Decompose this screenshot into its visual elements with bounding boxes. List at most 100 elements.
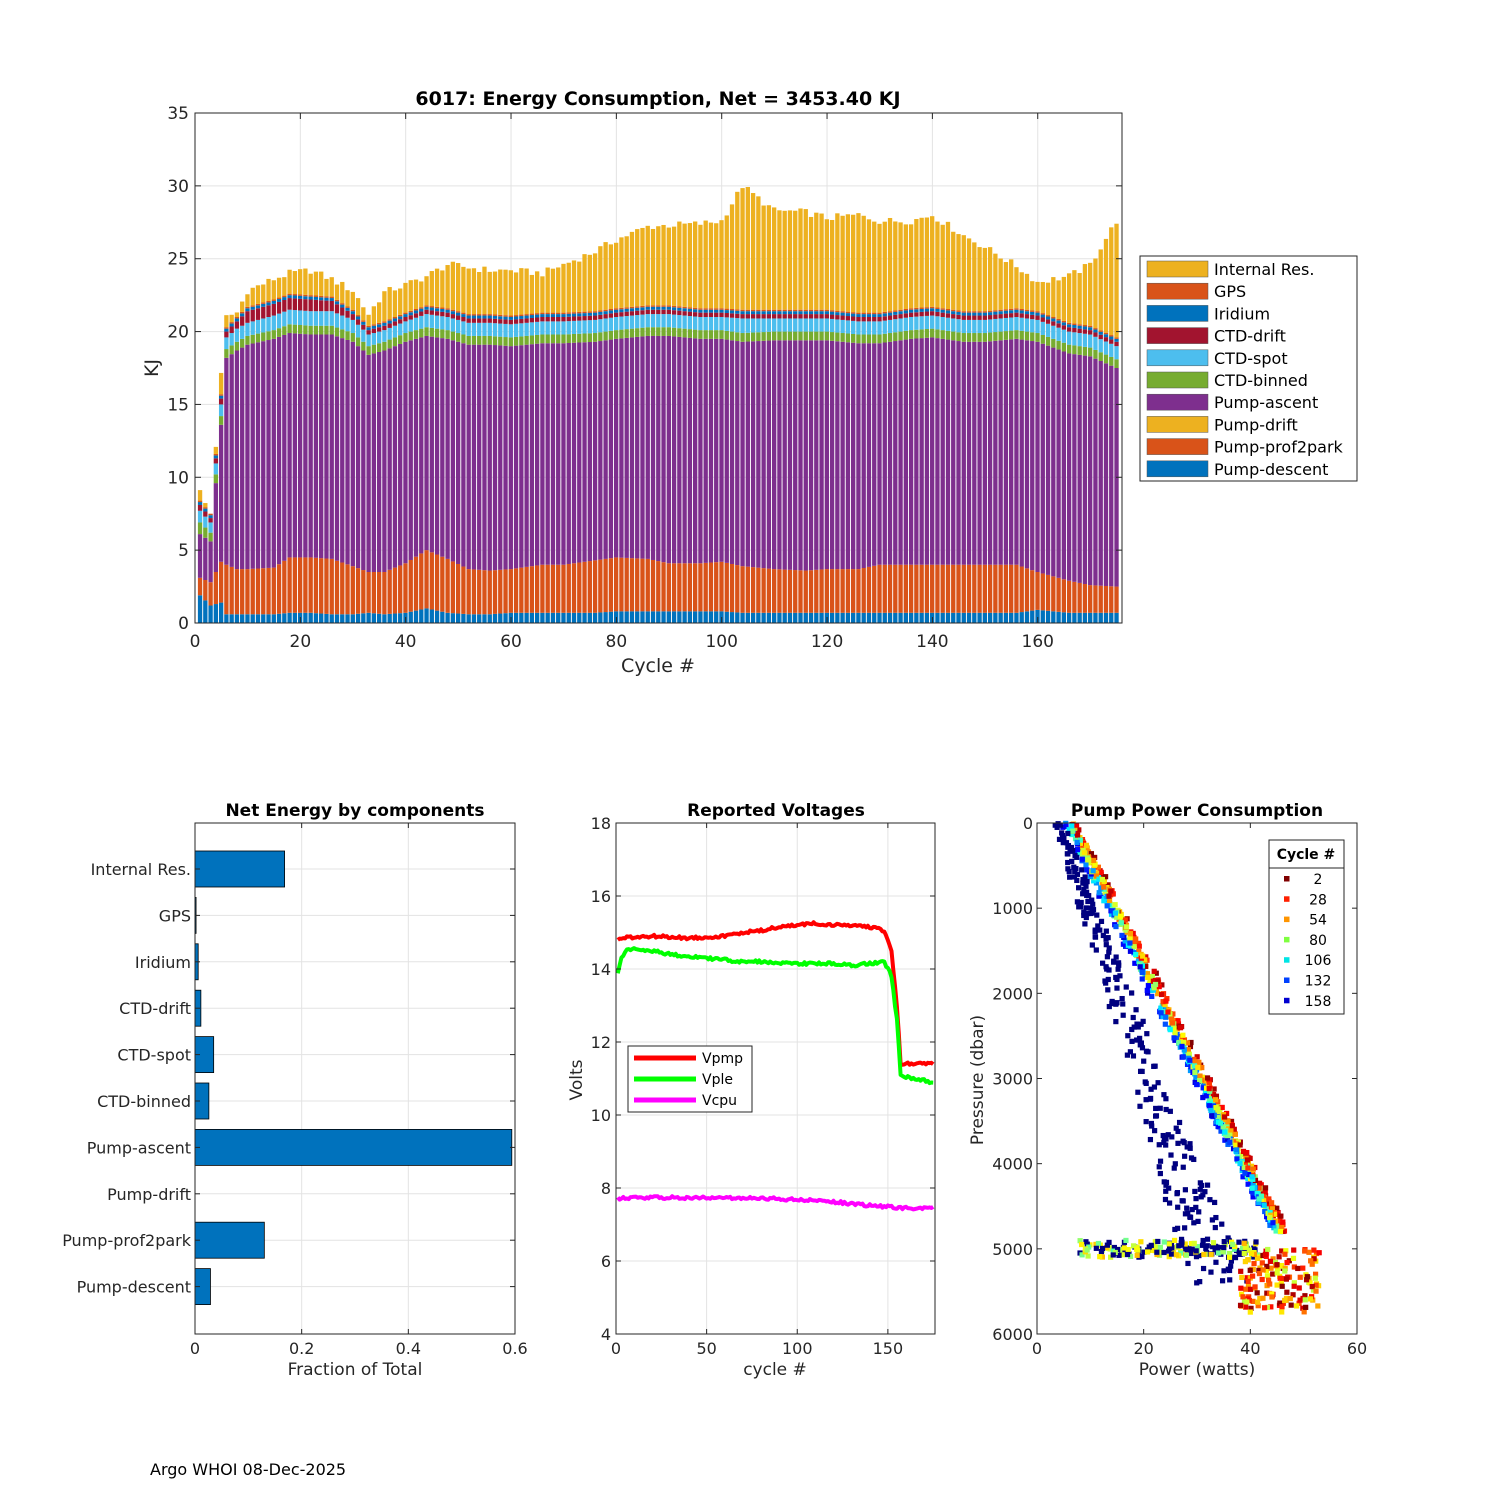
data-point bbox=[1243, 1304, 1249, 1310]
data-point bbox=[1239, 1274, 1245, 1281]
data-point bbox=[1114, 976, 1120, 983]
bar-internal-res bbox=[455, 263, 461, 312]
bar-internal-res bbox=[930, 216, 935, 307]
bar-iridium bbox=[603, 311, 608, 315]
data-point bbox=[1082, 921, 1088, 927]
bar-ctd-binned bbox=[840, 333, 845, 342]
bar-ctd-spot bbox=[266, 317, 271, 332]
data-point bbox=[1104, 889, 1110, 896]
legend-label: Pump-drift bbox=[1214, 415, 1298, 434]
data-point bbox=[1203, 1093, 1209, 1099]
bar-ctd-binned bbox=[1019, 330, 1024, 340]
data-point bbox=[1084, 889, 1090, 895]
data-point bbox=[1174, 1225, 1181, 1231]
data-point bbox=[1074, 899, 1080, 905]
data-point bbox=[1168, 1152, 1174, 1158]
data-point bbox=[1074, 871, 1081, 877]
data-point bbox=[1278, 1280, 1284, 1287]
bar-ctd-spot bbox=[308, 311, 313, 326]
bar-pump-ascent bbox=[361, 350, 366, 571]
bar-pump-ascent bbox=[798, 340, 803, 571]
bar-ctd-binned bbox=[661, 327, 666, 336]
bar-gps bbox=[898, 309, 903, 312]
data-point bbox=[1109, 998, 1115, 1005]
data-point bbox=[1200, 1237, 1206, 1244]
bar-pump-descent bbox=[519, 612, 524, 623]
bar-pump-prof2park bbox=[408, 559, 413, 612]
bar-internal-res bbox=[598, 246, 603, 311]
data-point bbox=[1213, 1093, 1220, 1099]
bar-ctd-spot bbox=[1088, 334, 1093, 348]
bar-ctd-drift bbox=[556, 317, 561, 322]
data-point bbox=[1161, 1092, 1167, 1098]
data-point bbox=[1245, 1175, 1251, 1181]
data-point bbox=[1094, 912, 1100, 918]
bar-gps bbox=[434, 306, 440, 309]
bar-pump-ascent bbox=[413, 338, 419, 557]
x-tick-label: 20 bbox=[1133, 1339, 1153, 1358]
bar-pump-ascent bbox=[292, 333, 298, 558]
data-point bbox=[1231, 1246, 1238, 1252]
bar-ctd-spot bbox=[629, 315, 635, 329]
bar-gps bbox=[1051, 317, 1056, 319]
x-tick-label: 0.4 bbox=[396, 1339, 421, 1358]
data-point bbox=[1254, 1290, 1260, 1296]
bar-internal-res bbox=[1035, 281, 1040, 312]
data-point bbox=[1175, 1204, 1181, 1210]
bar-pump-descent bbox=[1103, 612, 1109, 623]
data-point bbox=[1200, 1085, 1206, 1091]
data-point bbox=[1077, 844, 1083, 850]
bar-ctd-binned bbox=[724, 330, 729, 340]
data-point bbox=[1213, 1214, 1219, 1221]
bar-pump-prof2park bbox=[382, 572, 387, 615]
bar-pump-prof2park bbox=[613, 557, 619, 612]
bar-gps bbox=[603, 309, 608, 312]
bar-internal-res bbox=[492, 271, 498, 315]
bar-gps bbox=[450, 309, 456, 312]
data-point bbox=[1094, 870, 1100, 876]
data-point bbox=[1196, 1252, 1202, 1259]
data-point bbox=[1248, 1305, 1254, 1311]
line-vple bbox=[615, 946, 934, 1086]
data-point bbox=[1197, 1077, 1203, 1084]
bar-pump-prof2park bbox=[550, 564, 556, 613]
bar-ctd-binned bbox=[434, 328, 440, 338]
bar-ctd-binned bbox=[587, 333, 592, 343]
bar-pump-ascent bbox=[1024, 340, 1030, 569]
data-point bbox=[1145, 983, 1151, 989]
bar-internal-res bbox=[766, 205, 772, 310]
data-point bbox=[1247, 1267, 1253, 1273]
bar-iridium bbox=[692, 309, 698, 313]
bar-ctd-binned bbox=[956, 332, 961, 342]
data-point bbox=[1084, 910, 1091, 917]
bar-ctd-spot bbox=[924, 315, 930, 330]
bar-pump-ascent bbox=[587, 342, 592, 562]
data-point bbox=[1083, 862, 1089, 868]
line-vpmp bbox=[616, 920, 935, 1067]
bar-gps bbox=[245, 306, 250, 309]
bar-ctd-binned bbox=[508, 337, 513, 347]
data-point bbox=[1308, 1258, 1314, 1264]
bar-pump-ascent bbox=[513, 345, 519, 569]
bar-internal-res bbox=[661, 224, 666, 306]
data-point bbox=[1163, 1179, 1170, 1185]
bar-iridium bbox=[635, 307, 640, 311]
legend-swatch bbox=[1146, 460, 1209, 478]
bar-gps bbox=[961, 311, 966, 313]
bar-ctd-drift bbox=[940, 312, 945, 317]
bar-internal-res bbox=[250, 287, 255, 306]
bar-ctd-binned bbox=[872, 334, 877, 344]
bar-pump-descent bbox=[756, 612, 761, 623]
data-point bbox=[1270, 1256, 1276, 1262]
bar-ctd-spot bbox=[861, 321, 866, 335]
bar-gps bbox=[1098, 330, 1103, 332]
bar-ctd-binned bbox=[772, 331, 777, 341]
data-point bbox=[1084, 879, 1090, 885]
data-point bbox=[1215, 1246, 1222, 1252]
data-point bbox=[1184, 1144, 1190, 1150]
bar-ctd-spot bbox=[534, 321, 540, 335]
bar-pump-descent bbox=[671, 611, 677, 623]
data-point bbox=[1093, 947, 1099, 953]
data-point bbox=[1204, 1236, 1211, 1242]
data-point bbox=[1212, 1243, 1218, 1249]
